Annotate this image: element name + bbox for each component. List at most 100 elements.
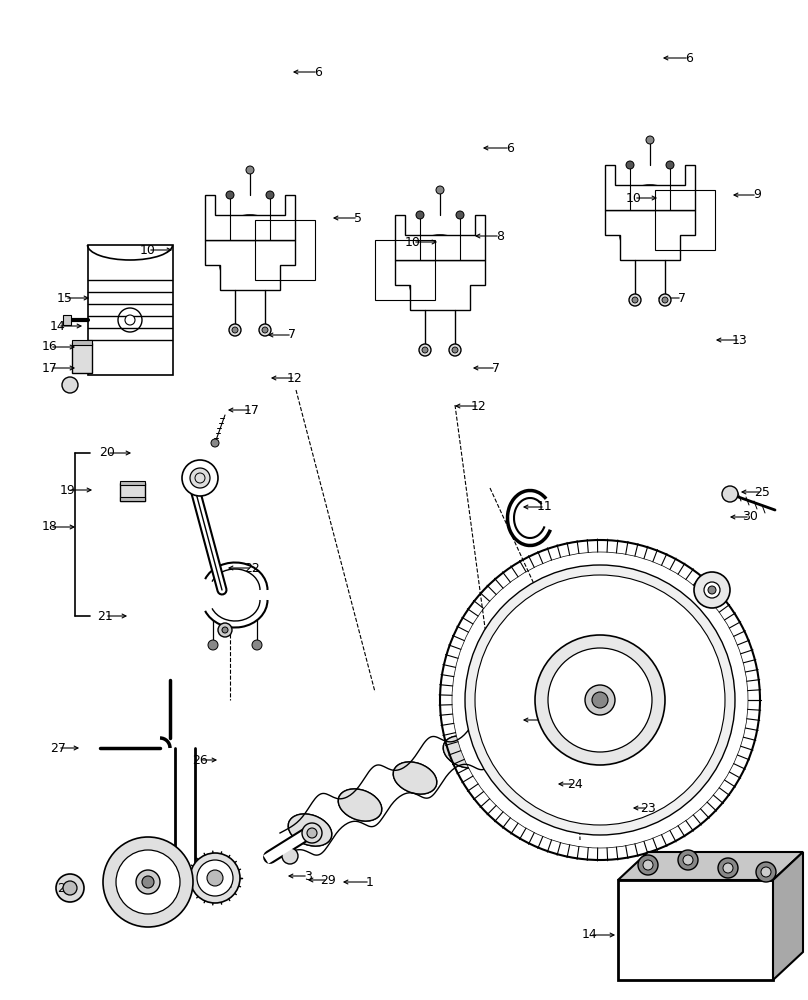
Text: 26: 26 (192, 754, 208, 766)
Ellipse shape (393, 762, 437, 794)
Circle shape (683, 855, 693, 865)
Circle shape (629, 294, 641, 306)
Text: 2: 2 (201, 880, 209, 894)
Text: 6: 6 (506, 141, 514, 154)
Circle shape (678, 850, 698, 870)
Circle shape (646, 136, 654, 144)
Text: 11: 11 (537, 500, 553, 514)
Polygon shape (773, 852, 803, 980)
Circle shape (592, 692, 608, 708)
Bar (120, 481, 145, 485)
Text: 5: 5 (354, 212, 362, 225)
Ellipse shape (288, 814, 332, 846)
Circle shape (638, 855, 658, 875)
Bar (255, 220, 315, 280)
Circle shape (246, 166, 254, 174)
Text: 17: 17 (42, 361, 58, 374)
Polygon shape (605, 210, 695, 260)
Circle shape (142, 876, 154, 888)
Circle shape (211, 439, 219, 447)
Bar (120, 497, 145, 501)
Circle shape (548, 648, 652, 752)
Circle shape (266, 191, 274, 199)
Circle shape (659, 294, 671, 306)
Text: 9: 9 (753, 188, 761, 202)
Circle shape (756, 862, 776, 882)
Circle shape (103, 837, 193, 927)
Circle shape (259, 324, 271, 336)
Text: 6: 6 (314, 66, 322, 79)
Ellipse shape (488, 712, 532, 744)
Text: 21: 21 (97, 609, 113, 622)
Circle shape (723, 863, 733, 873)
Circle shape (632, 297, 638, 303)
Circle shape (218, 623, 232, 637)
Text: 10: 10 (626, 192, 642, 205)
Circle shape (282, 848, 298, 864)
Circle shape (262, 327, 268, 333)
Circle shape (232, 327, 238, 333)
Text: KIT: KIT (642, 925, 682, 945)
Bar (72, 343, 92, 373)
Circle shape (226, 191, 234, 199)
Circle shape (190, 468, 210, 488)
Circle shape (207, 870, 223, 886)
Circle shape (704, 582, 720, 598)
Circle shape (452, 552, 748, 848)
Circle shape (436, 186, 444, 194)
Polygon shape (205, 240, 295, 290)
Circle shape (63, 881, 77, 895)
Circle shape (475, 575, 725, 825)
Circle shape (125, 315, 135, 325)
Circle shape (708, 586, 716, 594)
Text: 12: 12 (471, 399, 487, 412)
Text: 22: 22 (244, 562, 260, 574)
Circle shape (416, 211, 424, 219)
Circle shape (452, 347, 458, 353)
Bar (88, 245, 173, 375)
Bar (72, 340, 92, 345)
Text: 7: 7 (678, 292, 686, 304)
Text: 17: 17 (244, 403, 260, 416)
Circle shape (229, 324, 241, 336)
Text: 25: 25 (754, 486, 770, 498)
Text: 7: 7 (288, 328, 296, 342)
Circle shape (222, 627, 228, 633)
Circle shape (197, 860, 233, 896)
Circle shape (718, 858, 738, 878)
Text: 14: 14 (50, 320, 66, 332)
Text: 3: 3 (304, 869, 312, 882)
Circle shape (136, 870, 160, 894)
Bar (375, 240, 435, 300)
Text: 30: 30 (742, 510, 758, 524)
Circle shape (666, 161, 674, 169)
Ellipse shape (444, 736, 486, 768)
Text: 29: 29 (320, 874, 336, 886)
Polygon shape (395, 215, 485, 260)
Circle shape (694, 572, 730, 608)
Bar (120, 483, 145, 501)
Polygon shape (205, 195, 295, 240)
Circle shape (208, 640, 218, 650)
Circle shape (182, 460, 218, 496)
Bar (63, 315, 71, 325)
Circle shape (456, 211, 464, 219)
Polygon shape (605, 165, 695, 210)
Bar (655, 190, 715, 250)
Circle shape (465, 565, 735, 835)
Text: 27: 27 (50, 742, 66, 754)
Circle shape (422, 347, 428, 353)
Circle shape (419, 344, 431, 356)
Text: 7: 7 (492, 361, 500, 374)
Text: 10: 10 (405, 235, 421, 248)
Text: 16: 16 (42, 340, 58, 354)
Text: 24: 24 (567, 778, 583, 790)
Circle shape (662, 297, 668, 303)
Circle shape (643, 860, 653, 870)
Circle shape (252, 640, 262, 650)
Text: 28: 28 (57, 882, 73, 894)
Circle shape (449, 344, 461, 356)
Circle shape (56, 874, 84, 902)
Circle shape (585, 685, 615, 715)
Bar (618, 880, 773, 980)
